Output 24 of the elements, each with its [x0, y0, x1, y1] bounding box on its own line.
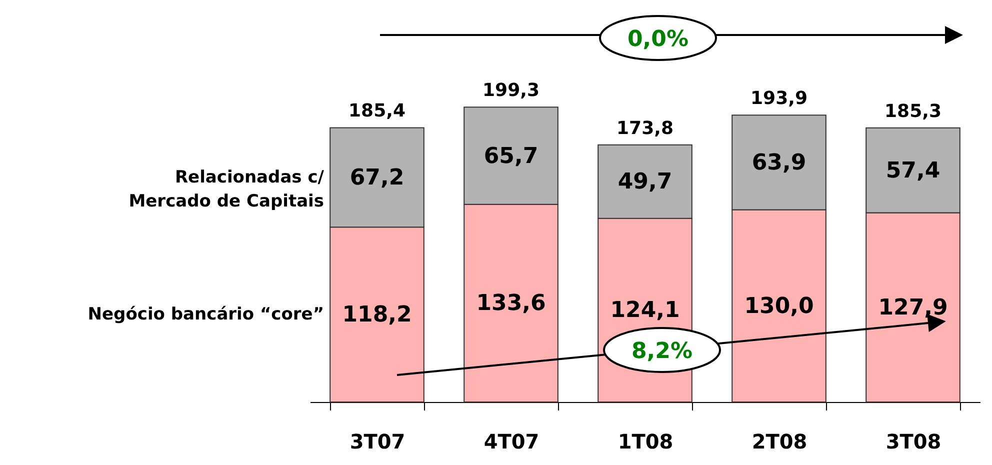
- x-tick-label: 3T07: [350, 430, 406, 454]
- data-label: 49,7: [618, 170, 672, 195]
- data-label: 118,2: [342, 302, 412, 328]
- data-label: 63,9: [752, 150, 806, 176]
- x-tick-label: 4T07: [484, 430, 540, 454]
- x-tick-label: 2T08: [752, 430, 808, 454]
- x-tick-label: 1T08: [618, 430, 674, 454]
- series-label: Relacionadas c/ Mercado de Capitais: [128, 167, 325, 212]
- data-label: 124,1: [610, 298, 680, 324]
- x-tick-label: 3T08: [886, 430, 942, 454]
- data-label: 130,0: [744, 294, 814, 319]
- data-label: 57,4: [886, 158, 940, 184]
- data-label: 67,2: [350, 165, 404, 190]
- total-label: 173,8: [616, 118, 674, 139]
- text: 0,0%: [627, 27, 689, 52]
- annotation: 8,2%: [631, 339, 693, 364]
- total-label: 199,3: [482, 80, 540, 102]
- data-label: 127,9: [878, 295, 948, 320]
- total-label: 193,9: [750, 88, 808, 110]
- total-label: 185,3: [884, 100, 942, 122]
- total-label: 185,4: [348, 100, 406, 122]
- data-label: 65,7: [484, 144, 538, 169]
- series-label: Negócio bancário “core”: [88, 304, 324, 325]
- data-label: 133,6: [476, 291, 546, 316]
